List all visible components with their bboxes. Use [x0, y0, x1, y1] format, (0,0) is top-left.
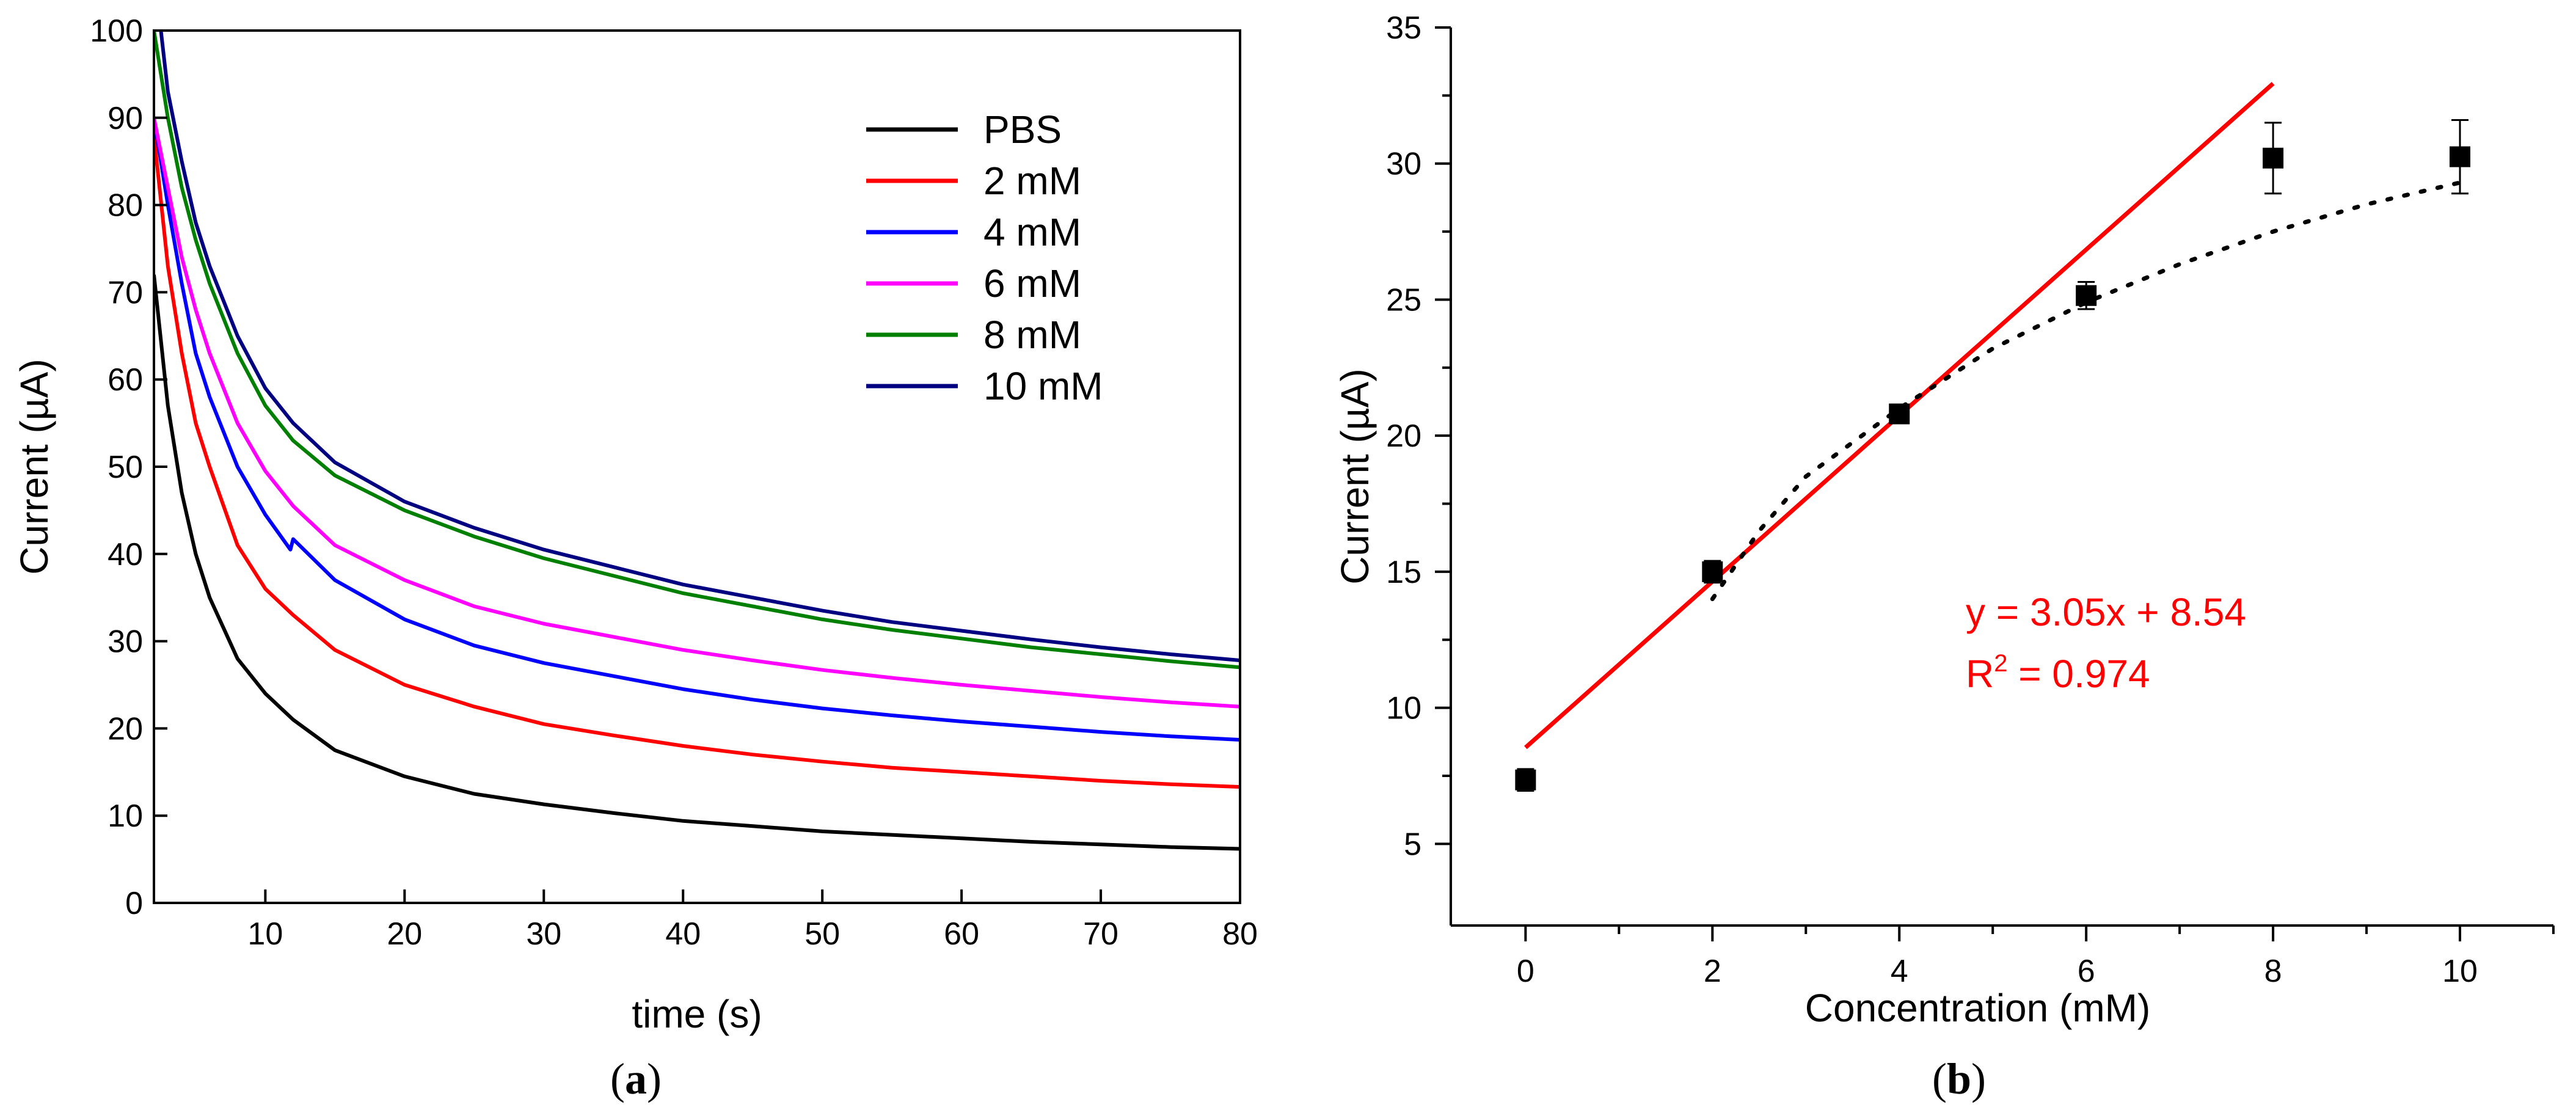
series-line-pbs: [154, 274, 1240, 851]
x-tick-label: 40: [665, 916, 701, 952]
y-tick-label: 20: [1386, 418, 1421, 454]
data-point: [2076, 285, 2097, 306]
x-tick-label: 8: [2264, 954, 2282, 989]
data-point: [2450, 146, 2471, 167]
y-tick-label: 70: [108, 275, 143, 310]
chart-b-y-ticks: 5 10 15 20 25 30 35: [1386, 10, 1451, 862]
chart-b: 5 10 15 20 25 30 35 0 2 4 6 8 10 Concentration (mM)…: [1333, 10, 2555, 1030]
panel-label-a: (a): [610, 1054, 662, 1103]
y-tick-label: 30: [1386, 147, 1421, 182]
chart-a-y-axis-title: Current (µA): [12, 359, 56, 574]
legend-label: 10 mM: [983, 364, 1103, 408]
legend-label: 8 mM: [983, 313, 1081, 357]
y-tick-label: 50: [108, 450, 143, 485]
x-tick-label: 80: [1222, 916, 1258, 952]
r2-prefix: R: [1966, 652, 1994, 696]
y-tick-label: 100: [90, 13, 143, 49]
x-tick-label: 4: [1891, 954, 1908, 989]
x-tick-label: 60: [944, 916, 979, 952]
x-tick-label: 10: [2442, 954, 2478, 989]
y-tick-label: 40: [108, 537, 143, 572]
data-point: [1515, 769, 1536, 791]
chart-a-y-ticks: 0 10 20 30 40 50 60 70 80 90 100: [90, 13, 167, 921]
series-line-8-mm: [154, 31, 1240, 670]
chart-b-axes: [1450, 27, 2553, 927]
y-tick-label: 5: [1404, 827, 1421, 862]
chart-b-y-axis-title: Current (µA): [1333, 368, 1377, 584]
chart-a-x-axis-title: time (s): [632, 992, 762, 1036]
y-tick-label: 30: [108, 624, 143, 660]
x-tick-label: 10: [247, 916, 283, 952]
x-tick-label: 70: [1083, 916, 1118, 952]
legend-label: PBS: [983, 108, 1062, 152]
legend-label: 6 mM: [983, 261, 1081, 305]
y-tick-label: 15: [1386, 555, 1421, 590]
series-line-4-mm: [154, 117, 1240, 742]
data-point: [2263, 147, 2284, 169]
x-tick-label: 0: [1517, 954, 1534, 989]
chart-a-x-ticks: 10 20 30 40 50 60 70 80: [247, 889, 1258, 952]
panel-label-b-letter: b: [1947, 1054, 1971, 1103]
legend-label: 4 mM: [983, 210, 1081, 254]
y-tick-label: 90: [108, 101, 143, 136]
panel-label-b: (b): [1932, 1054, 1986, 1103]
dotted-trend-curve: [1710, 180, 2462, 601]
y-tick-label: 35: [1386, 10, 1421, 46]
series-line-10-mm: [159, 31, 1240, 662]
r2-value: = 0.974: [2007, 652, 2150, 696]
data-point: [1889, 403, 1910, 425]
series-line-2-mm: [154, 135, 1240, 789]
panel-label-a-letter: a: [625, 1054, 647, 1103]
data-point: [1702, 561, 1723, 582]
x-tick-label: 2: [1704, 954, 1721, 989]
chart-a-series-group: [154, 31, 1240, 851]
y-tick-label: 80: [108, 188, 143, 224]
r2-superscript: 2: [1994, 650, 2007, 677]
y-tick-label: 10: [1386, 691, 1421, 726]
chart-b-marks: [1515, 82, 2471, 792]
y-tick-label: 20: [108, 711, 143, 747]
x-tick-label: 30: [526, 916, 561, 952]
x-tick-label: 6: [2078, 954, 2095, 989]
chart-a-legend: PBS 2 mM 4 mM 6 mM 8 mM 10 mM: [866, 108, 1103, 408]
y-tick-label: 25: [1386, 282, 1421, 318]
y-tick-label: 0: [125, 886, 143, 921]
y-tick-label: 10: [108, 798, 143, 834]
y-tick-label: 60: [108, 362, 143, 398]
series-line-6-mm: [154, 117, 1240, 709]
legend-label: 2 mM: [983, 159, 1081, 203]
chart-b-r-squared: R2 = 0.974: [1966, 650, 2150, 696]
x-tick-label: 50: [805, 916, 840, 952]
chart-b-x-ticks: 0 2 4 6 8 10: [1517, 926, 2555, 989]
chart-b-fit-equation: y = 3.05x + 8.54: [1966, 590, 2246, 634]
x-tick-label: 20: [387, 916, 422, 952]
chart-b-x-axis-title: Concentration (mM): [1805, 986, 2151, 1030]
